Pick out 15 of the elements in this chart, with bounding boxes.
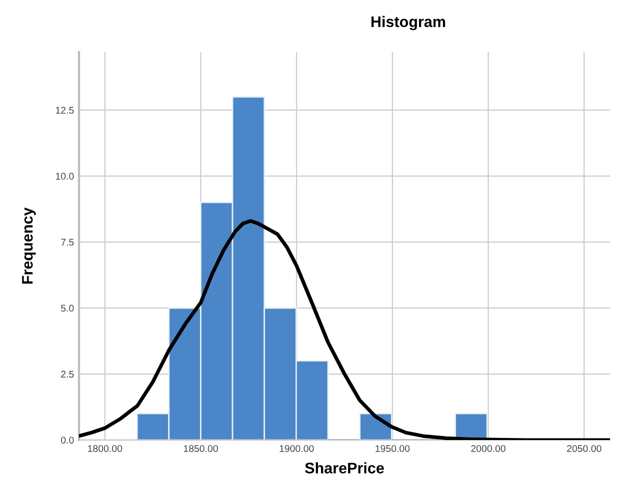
x-tick-label: 1950.00	[376, 445, 410, 452]
y-tick-label: 12.5	[56, 106, 74, 114]
y-tick-label: 7.5	[61, 238, 74, 246]
x-tick-label: 2050.00	[567, 445, 602, 452]
y-tick-label: 0.0	[61, 436, 74, 444]
chart-title: Histogram	[371, 16, 446, 30]
x-axis-title: SharePrice	[305, 462, 384, 474]
y-tick-label: 10.0	[56, 172, 74, 180]
y-tick-label: 2.5	[61, 370, 74, 378]
y-axis-title: Frequency	[22, 207, 36, 284]
y-tick-label: 5.0	[61, 304, 74, 312]
x-tick-label: 1900.00	[280, 445, 314, 452]
x-tick-label: 1850.00	[184, 445, 218, 452]
x-tick-label: 1800.00	[88, 445, 122, 452]
x-tick-label: 2000.00	[471, 445, 506, 452]
